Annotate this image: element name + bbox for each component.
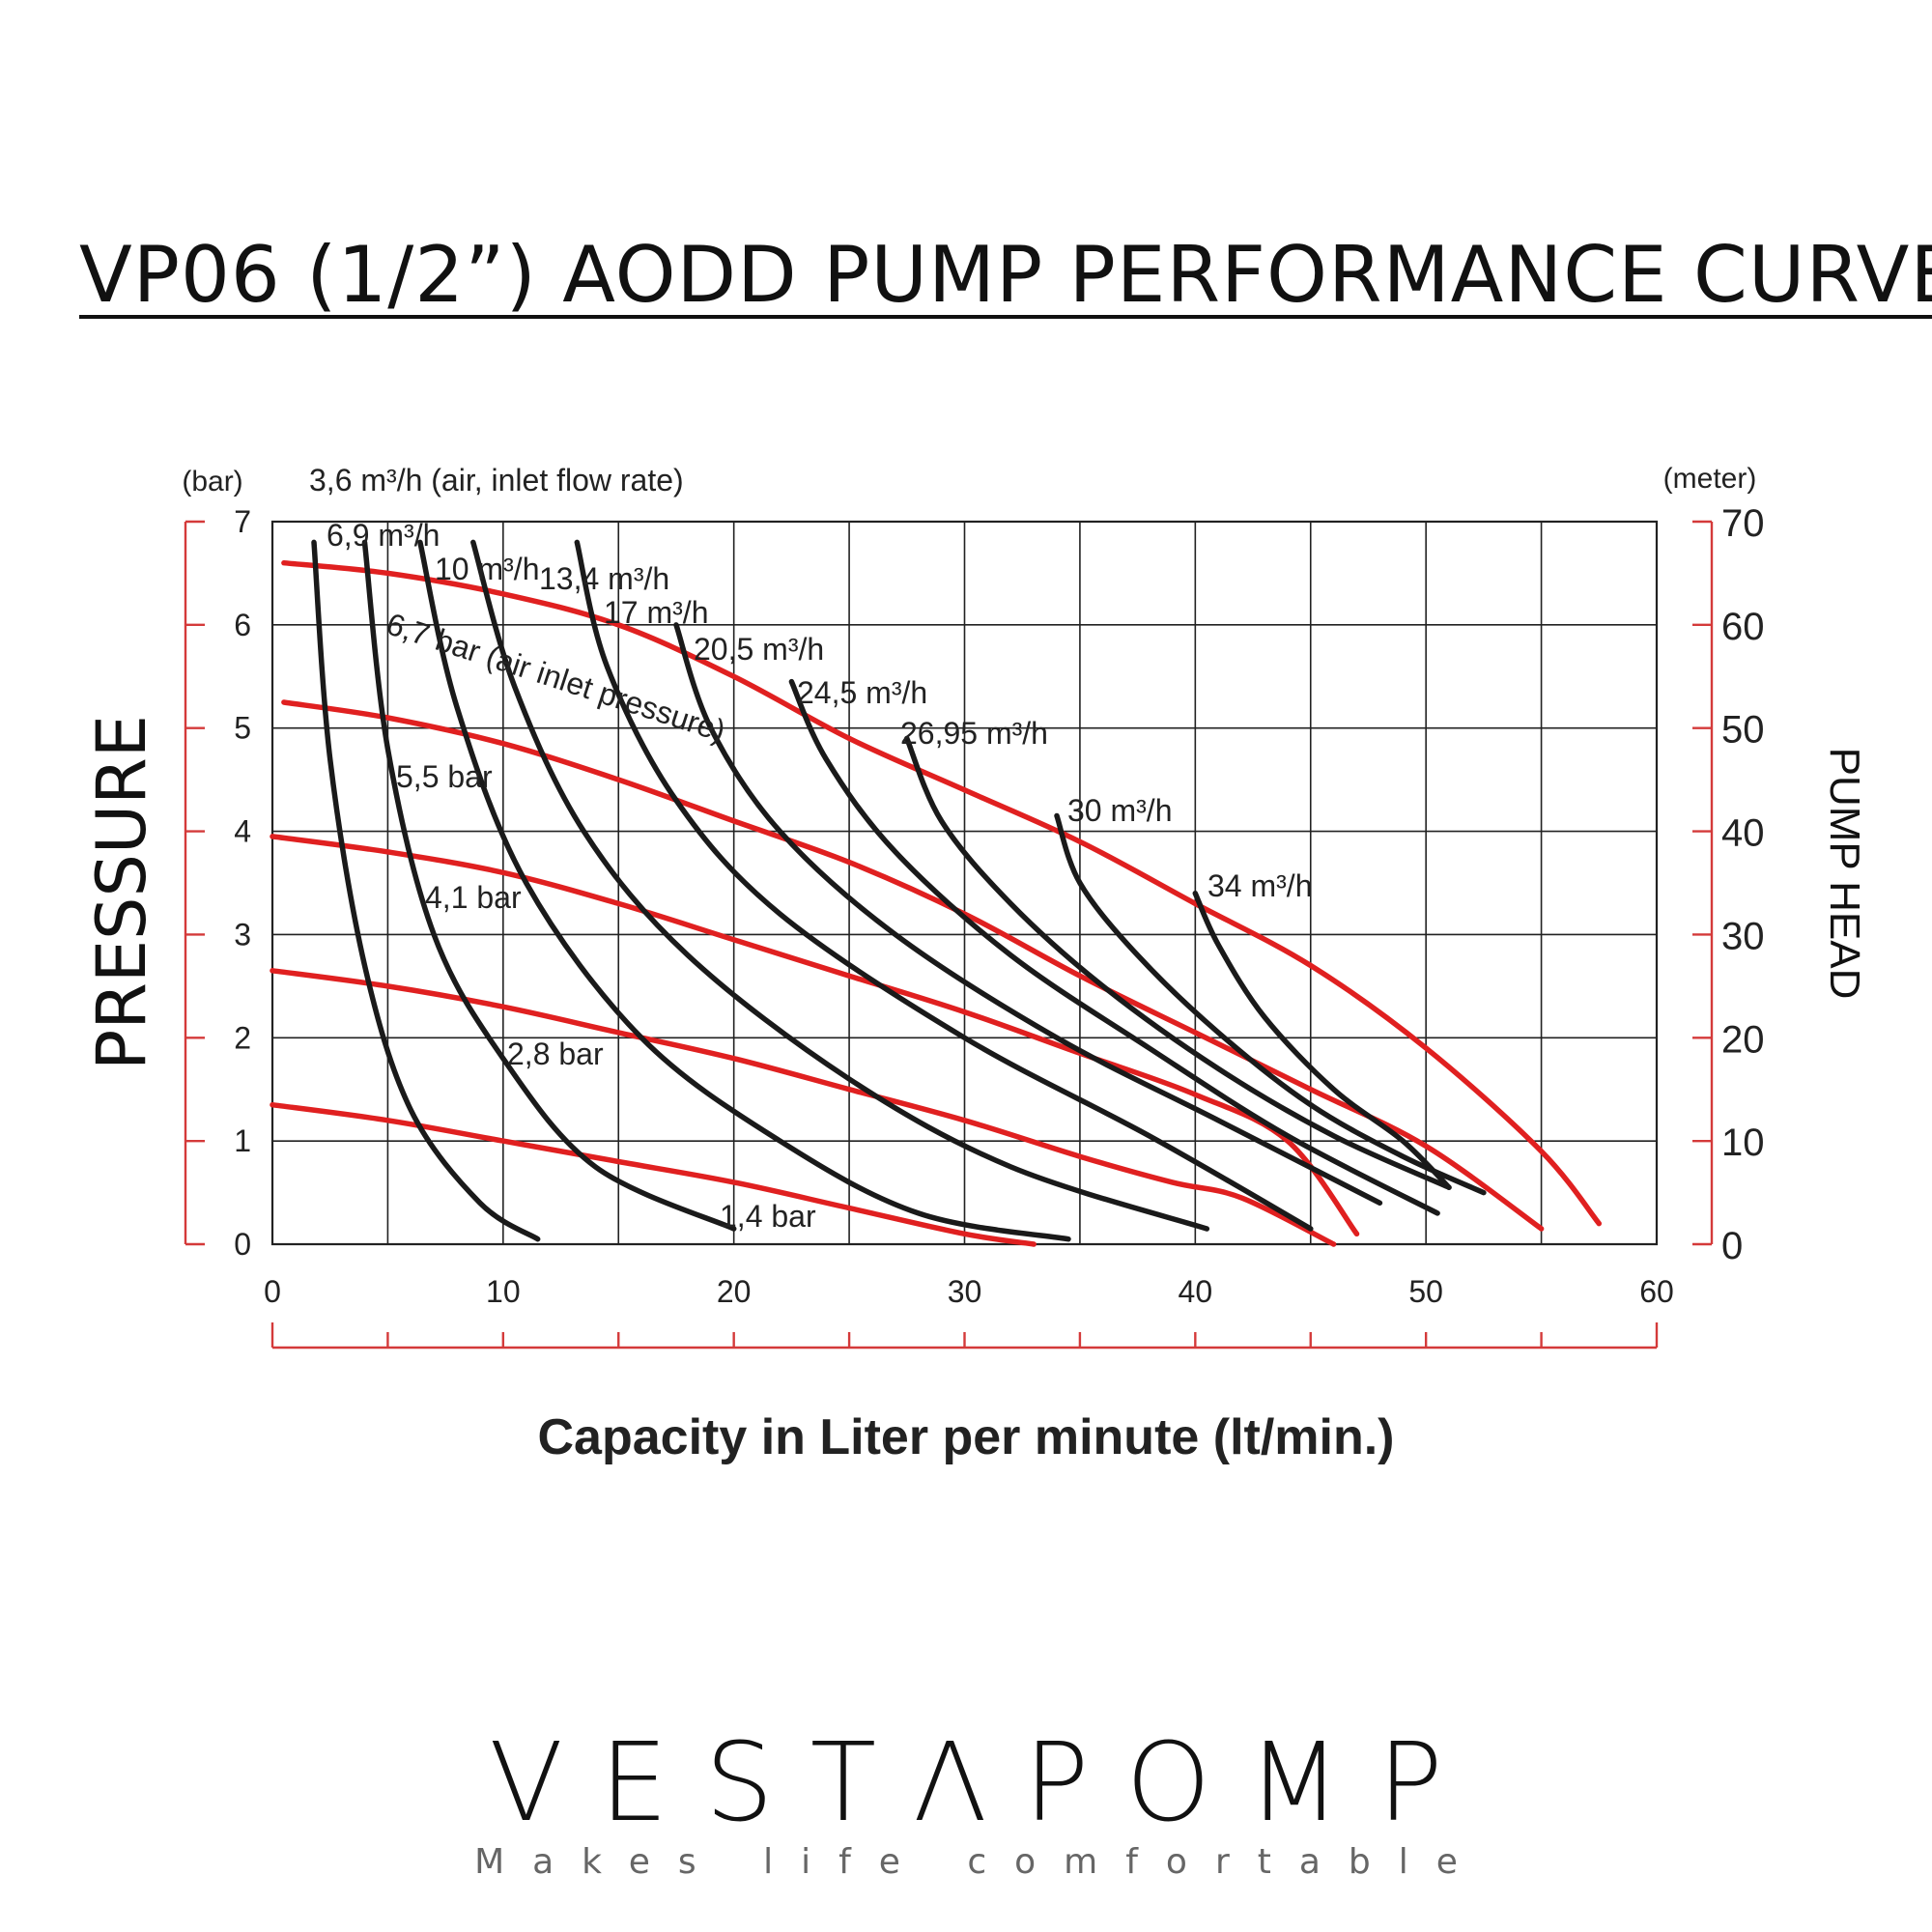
y2-tick-label: 30 [1721, 915, 1765, 957]
y-tick-label: 5 [234, 711, 251, 746]
y-axis-title: PRESSURE [82, 715, 161, 1070]
pressure-curve-label: 4,1 bar [425, 880, 522, 915]
y2-tick-label: 20 [1721, 1018, 1765, 1061]
air-consumption-curve [1054, 812, 1487, 1196]
page-title: VP06 (1/2”) AODD PUMP PERFORMANCE CURVES [79, 230, 1932, 320]
y2-tick-label: 0 [1721, 1225, 1743, 1267]
air-consumption-curve [361, 539, 737, 1232]
x-tick-label: 30 [948, 1274, 982, 1309]
air-consumption-curve [311, 539, 541, 1242]
x-tick-label: 10 [486, 1274, 521, 1309]
y2-tick-label: 10 [1721, 1122, 1765, 1164]
pressure-curve [281, 559, 1603, 1227]
brand-tagline: Makes life comfortable [474, 1842, 1486, 1882]
air-consumption-curve [574, 539, 1314, 1232]
air-curve-label: 3,6 m³/h (air, inlet flow rate) [309, 463, 684, 497]
vestapomp-logo: VESTΛPOMP [489, 1720, 1480, 1846]
air-curve-label: 34 m³/h [1208, 868, 1312, 903]
air-curve-label: 17 m³/h [604, 595, 708, 630]
air-consumption-curve [417, 539, 1071, 1242]
pressure-curve-label: 1,4 bar [720, 1199, 816, 1234]
air-curve-label: 10 m³/h [435, 552, 539, 586]
pressure-curve [270, 1101, 1037, 1247]
pressure-curve-label: 2,8 bar [507, 1037, 604, 1071]
air-consumption-curve [904, 735, 1452, 1190]
x-tick-label: 40 [1179, 1274, 1213, 1309]
y-tick-label: 4 [234, 814, 251, 849]
air-consumption-curve [1192, 890, 1452, 1190]
plot-frame [270, 520, 1659, 1246]
x-tick-label: 0 [264, 1274, 281, 1309]
y-tick-label: 1 [234, 1123, 251, 1158]
y2-unit-label: (meter) [1663, 463, 1757, 495]
y2-tick-label: 40 [1721, 812, 1765, 855]
y2-tick-label: 50 [1721, 709, 1765, 752]
x-tick-label: 60 [1639, 1274, 1674, 1309]
air-consumption-curve [788, 678, 1440, 1216]
pressure-curve-label: 5,5 bar [396, 759, 493, 794]
air-curve-label: 13,4 m³/h [539, 561, 669, 596]
pressure-curve [270, 834, 1360, 1237]
y-tick-label: 0 [234, 1227, 251, 1262]
x-tick-label: 50 [1408, 1274, 1443, 1309]
air-curve-label: 30 m³/h [1067, 793, 1172, 828]
y2-tick-label: 60 [1721, 606, 1765, 648]
air-consumption-curve [470, 539, 1210, 1232]
y-tick-label: 7 [234, 504, 251, 539]
x-tick-label: 20 [717, 1274, 752, 1309]
air-curve-label: 20,5 m³/h [694, 632, 824, 667]
air-curve-label: 26,95 m³/h [900, 716, 1048, 751]
air-curve-label: 6,9 m³/h [327, 518, 440, 553]
y2-tick-label: 70 [1721, 502, 1765, 545]
y-unit-label: (bar) [182, 466, 242, 497]
y-tick-label: 3 [234, 917, 251, 952]
grid-layer [270, 520, 1659, 1246]
y-tick-label: 2 [234, 1020, 251, 1055]
pressure-curve [281, 699, 1545, 1232]
air-consumption-curve [673, 622, 1383, 1207]
brand-block: VESTΛPOMP Makes life comfortable [0, 1729, 1932, 1880]
air-curves-layer [311, 539, 1487, 1242]
y-tick-label: 6 [234, 608, 251, 642]
air-curve-label: 24,5 m³/h [797, 675, 927, 710]
y2-axis-title: PUMP HEAD [1821, 748, 1868, 1000]
axis-layer: 0 1 2 3 4 5 6 7 (bar) PRESSURE 0 10 20 30 40 50 60 70 (met… [82, 463, 1868, 1465]
x-axis-title: Capacity in Liter per minute (lt/min.) [538, 1409, 1395, 1465]
